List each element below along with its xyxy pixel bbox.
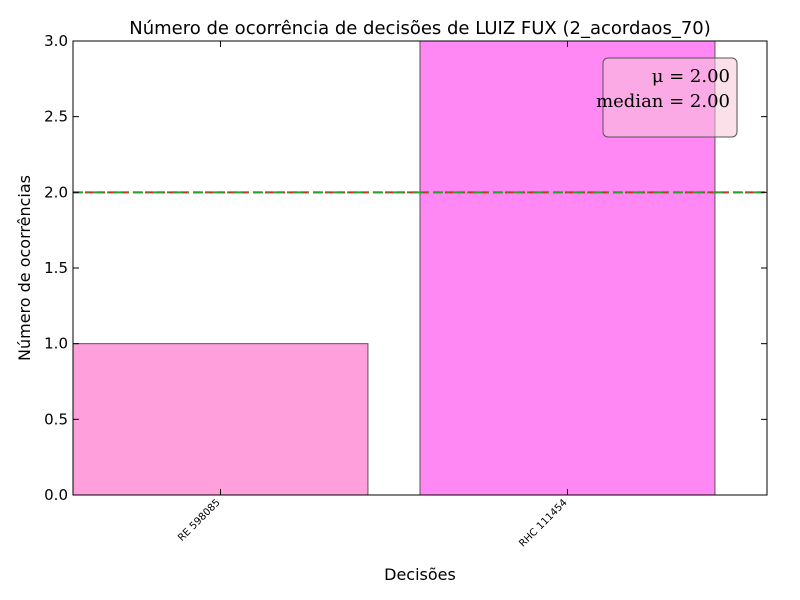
bar-re-598085 xyxy=(72,343,369,496)
y-tick-label: 0.5 xyxy=(44,410,68,428)
median-annotation: median = 2.00 xyxy=(596,91,730,112)
y-tick-label: 1.5 xyxy=(44,259,68,277)
chart-title: Número de ocorrência de decisões de LUIZ… xyxy=(129,18,711,39)
mean-annotation: μ = 2.00 xyxy=(652,66,730,87)
y-tick-label: 1.0 xyxy=(44,335,68,353)
y-tick-label: 2.5 xyxy=(44,108,68,126)
y-tick-label: 0.0 xyxy=(44,486,68,504)
x-axis-label: Decisões xyxy=(384,565,456,584)
y-tick-label: 3.0 xyxy=(44,32,68,50)
y-axis-label: Número de ocorrências xyxy=(15,175,34,361)
stats-box xyxy=(602,57,738,138)
plot-area: 0.00.51.01.52.02.53.0RE 598085 RHC 111454… xyxy=(44,32,768,550)
y-tick-label: 2.0 xyxy=(44,183,68,201)
